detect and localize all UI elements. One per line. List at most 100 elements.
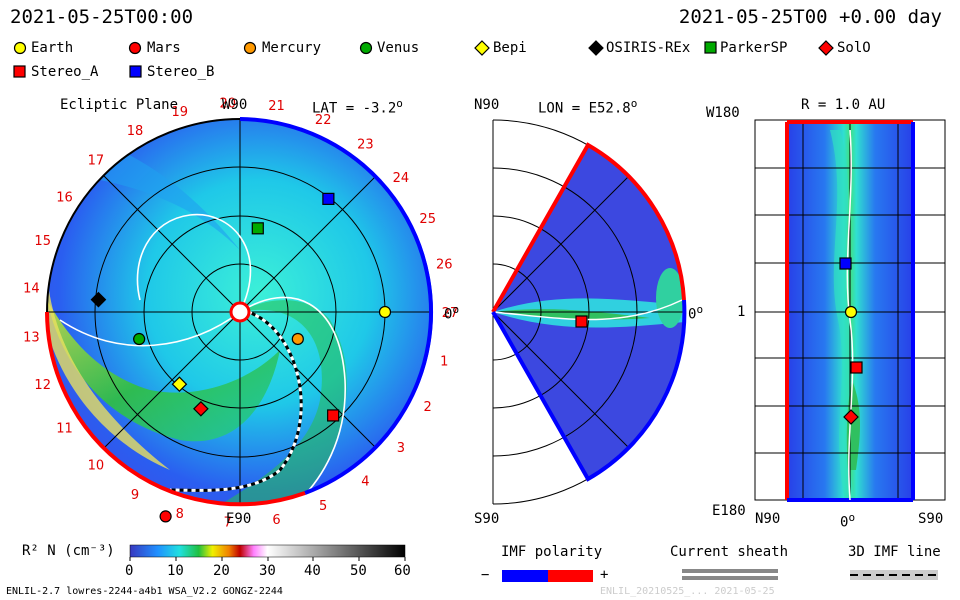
legend-osiris-marker <box>588 40 604 56</box>
carrington-number: 20 <box>220 96 237 111</box>
legend-mars-label: Mars <box>147 40 181 56</box>
meridional-top-label: N90 <box>474 97 500 113</box>
carrington-number: 24 <box>393 171 410 186</box>
colorbar-tick-0: 0 <box>125 563 134 579</box>
legend-mars-marker <box>128 41 142 55</box>
carrington-number: 19 <box>172 105 189 120</box>
legend-parker-marker <box>704 41 717 54</box>
ecliptic-marker-venus <box>133 332 146 346</box>
carrington-number: 18 <box>127 124 144 139</box>
radial-bottom-left-label: E180 <box>712 503 746 519</box>
radial-title: R = 1.0 AU <box>801 97 886 113</box>
carrington-number: 23 <box>357 138 374 153</box>
ecliptic-marker-osiris-rex <box>90 291 107 308</box>
ecliptic-marker-parkersp <box>251 222 264 235</box>
carrington-number: 26 <box>436 258 453 273</box>
radial-x-right: S90 <box>918 511 944 527</box>
header-left-time: 2021-05-25T00:00 <box>10 6 194 28</box>
ecliptic-marker-stereo-b <box>322 192 335 205</box>
ecliptic-panel <box>45 117 433 507</box>
ecliptic-marker-earth <box>378 305 392 319</box>
ecliptic-right-label: 0o <box>444 303 460 323</box>
current-sheath-line-2 <box>682 576 778 580</box>
legend-venus-label: Venus <box>377 40 420 56</box>
legend-earth-label: Earth <box>31 40 74 56</box>
ecliptic-marker-mercury <box>291 332 304 346</box>
carrington-number: 5 <box>319 499 327 514</box>
carrington-number: 1 <box>440 354 448 369</box>
radial-stereoa-marker <box>850 361 863 374</box>
legend-bepi-marker <box>474 40 490 56</box>
radial-x-mid: 0o <box>840 511 856 531</box>
colorbar-label: R² N (cm⁻³) <box>22 543 115 559</box>
carrington-number: 22 <box>315 113 332 128</box>
footer-right: ENLIL_20210525_... 2021-05-25 <box>600 586 775 597</box>
meridional-stereoa-marker <box>575 315 588 328</box>
radial-top-left-label: W180 <box>706 105 740 121</box>
carrington-number: 11 <box>56 421 73 436</box>
ecliptic-top-label: W90 <box>222 97 248 113</box>
radial-earth-marker <box>844 305 858 319</box>
carrington-number: 16 <box>56 191 73 206</box>
ecliptic-title: Ecliptic Plane <box>60 97 179 113</box>
imf-minus-label: − <box>481 567 490 583</box>
meridional-right-label: 0o <box>688 303 704 323</box>
ecliptic-lat: LAT = -3.2o <box>312 97 403 117</box>
imf-plus-label: + <box>600 567 609 583</box>
carrington-number: 17 <box>88 153 105 168</box>
legend-stereoa-marker <box>13 65 26 78</box>
colorbar-tick-20: 20 <box>213 563 230 579</box>
carrington-number: 4 <box>361 474 369 489</box>
meridional-panel <box>491 119 687 505</box>
carrington-number: 13 <box>23 330 40 345</box>
carrington-number: 14 <box>23 282 40 297</box>
colorbar-tick-60: 60 <box>394 563 411 579</box>
carrington-number: 27 <box>442 306 459 321</box>
imf-polarity-label: IMF polarity <box>501 544 603 560</box>
legend-parker-label: ParkerSP <box>720 40 788 56</box>
ecliptic-marker-solo <box>193 400 209 417</box>
carrington-number: 6 <box>272 513 280 528</box>
ecliptic-marker-mars <box>159 510 172 523</box>
imf-negative-swatch <box>502 570 548 582</box>
header-right-time: 2021-05-25T00 +0.00 day <box>678 6 942 28</box>
legend-mercury-label: Mercury <box>262 40 322 56</box>
legend-solo-marker <box>818 40 834 56</box>
ecliptic-marker-bepi <box>171 376 188 393</box>
legend-venus-marker <box>359 41 373 55</box>
colorbar-tick-40: 40 <box>304 563 321 579</box>
carrington-number: 10 <box>88 459 105 474</box>
meridional-bottom-label: S90 <box>474 511 500 527</box>
radial-solo-marker <box>843 409 859 425</box>
carrington-number: 7 <box>224 516 232 531</box>
radial-stereob-marker <box>839 257 852 270</box>
imf-positive-swatch <box>548 570 593 582</box>
ecliptic-marker-stereo-a <box>327 409 340 422</box>
legend-stereob-label: Stereo_B <box>147 64 215 80</box>
current-sheath-label: Current sheath <box>670 544 789 560</box>
legend-bepi-label: Bepi <box>493 40 527 56</box>
imf-line-label: 3D IMF line <box>848 544 941 560</box>
meridional-lon: LON = E52.8o <box>538 97 638 117</box>
carrington-number: 3 <box>397 441 405 456</box>
sun-marker <box>229 301 251 323</box>
current-sheath-line-1 <box>682 569 778 573</box>
radial-x-left: N90 <box>755 511 781 527</box>
legend-earth-marker <box>13 41 27 55</box>
carrington-number: 15 <box>34 234 51 249</box>
carrington-number: 25 <box>419 212 436 227</box>
colorbar-tick-50: 50 <box>350 563 367 579</box>
carrington-number: 2 <box>424 400 432 415</box>
legend-osiris-label: OSIRIS-REx <box>606 40 691 56</box>
carrington-number: 21 <box>268 99 285 114</box>
carrington-number: 9 <box>131 488 139 503</box>
legend-stereob-marker <box>129 65 142 78</box>
ecliptic-bottom-label: E90 <box>226 511 252 527</box>
colorbar-tick-30: 30 <box>259 563 276 579</box>
colorbar-gradient <box>129 544 406 558</box>
carrington-number: 8 <box>176 507 184 522</box>
footer-left: ENLIL-2.7 lowres-2244-a4b1 WSA_V2.2 GONG… <box>6 586 283 597</box>
radial-mid-left-label: 1 <box>737 304 746 320</box>
legend-stereoa-label: Stereo_A <box>31 64 99 80</box>
